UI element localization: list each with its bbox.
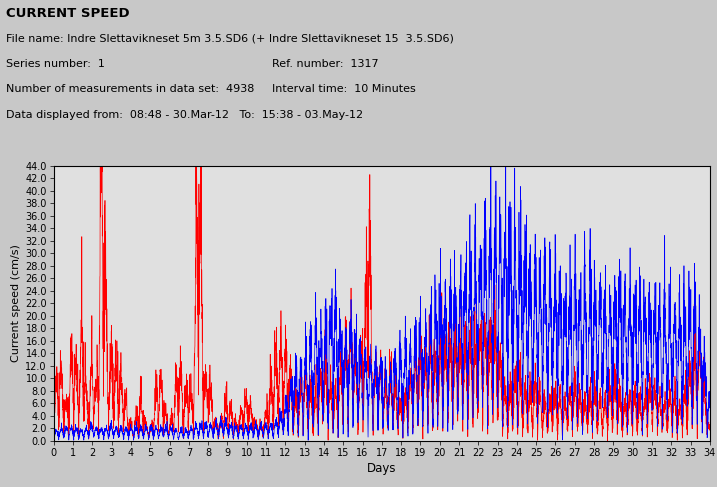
Text: CURRENT SPEED: CURRENT SPEED [6,7,129,20]
Text: Number of measurements in data set:  4938: Number of measurements in data set: 4938 [6,84,254,94]
Text: Data displayed from:  08:48 - 30.Mar-12   To:  15:38 - 03.May-12: Data displayed from: 08:48 - 30.Mar-12 T… [6,110,363,120]
Text: Ref. number:  1317: Ref. number: 1317 [272,59,379,69]
Text: Interval time:  10 Minutes: Interval time: 10 Minutes [272,84,416,94]
Text: File name: Indre Slettavikneset 5m 3.5.SD6 (+ Indre Slettavikneset 15  3.5.SD6): File name: Indre Slettavikneset 5m 3.5.S… [6,33,454,43]
Y-axis label: Current speed (cm/s): Current speed (cm/s) [11,244,21,362]
Text: Series number:  1: Series number: 1 [6,59,105,69]
X-axis label: Days: Days [367,462,397,475]
